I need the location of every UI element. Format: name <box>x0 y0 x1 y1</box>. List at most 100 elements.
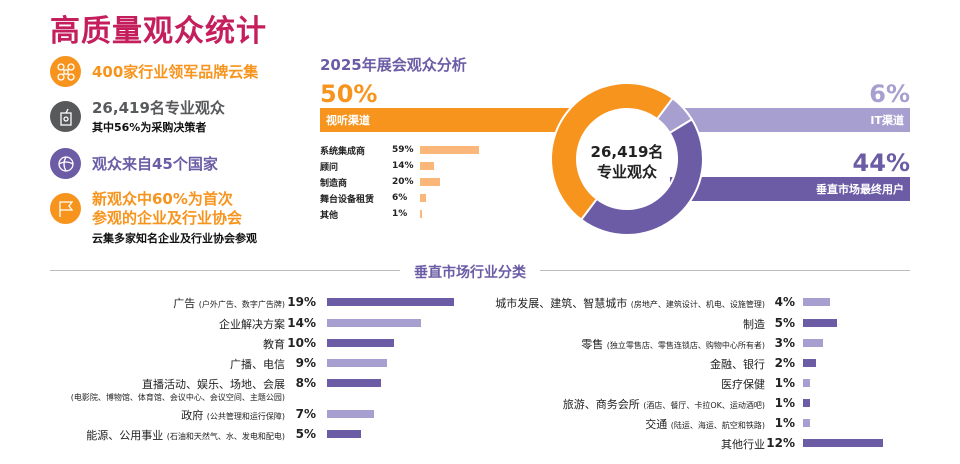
vertical-label-text: 政府 <box>181 409 204 422</box>
vertical-row-label: 零售 (独立零售店、零售连锁店、购物中心所有者) <box>325 336 765 352</box>
flag-icon <box>50 193 81 224</box>
vertical-row-bar <box>803 439 884 447</box>
vertical-row-pct: 1% <box>774 376 795 390</box>
vertical-label-text: 其他行业 <box>721 438 765 451</box>
vertical-section-title: 垂直市场行业分类 <box>400 262 540 282</box>
vertical-row-bar <box>803 298 830 306</box>
vertical-row-bar <box>803 339 824 347</box>
vertical-row-pct: 1% <box>774 396 795 410</box>
av-breakdown-row: 舞台设备租赁 6% <box>320 191 520 205</box>
vertical-row-label: 金融、银行 <box>325 356 765 372</box>
vertical-label-text: 金融、银行 <box>710 358 765 371</box>
donut-center-label: 专业观众 <box>596 163 657 181</box>
vertical-row-label: 其他行业 <box>325 436 765 452</box>
vertical-row-pct: 5% <box>295 427 316 441</box>
vertical-label-text: 零售 <box>581 338 604 351</box>
av-breakdown-bar <box>420 178 440 186</box>
av-breakdown-row: 其他 1% <box>320 207 520 221</box>
av-breakdown-label: 系统集成商 <box>320 146 366 157</box>
vertical-row-label: 直播活动、娱乐、场地、会展 <box>0 376 285 392</box>
vertical-channel-label: 垂直市场最终用户 <box>816 183 904 196</box>
vertical-row-pct: 9% <box>295 356 316 370</box>
it-channel-label: IT渠道 <box>870 114 904 127</box>
av-breakdown-row: 制造商 20% <box>320 175 520 189</box>
av-breakdown-row: 顾问 14% <box>320 159 520 173</box>
vertical-label-note: (石油和天然气、水、发电和配电) <box>166 432 285 441</box>
vertical-row-label: 交通 (陆运、海运、航空和铁路) <box>325 416 765 432</box>
av-breakdown-label: 舞台设备租赁 <box>320 194 375 205</box>
vertical-row-pct: 7% <box>295 407 316 421</box>
vertical-row-pct: 2% <box>774 356 795 370</box>
vertical-label-text: 医疗保健 <box>721 378 765 391</box>
vertical-row-label: 能源、公用事业 (石油和天然气、水、发电和配电) <box>0 427 285 443</box>
it-channel-band: IT渠道 <box>670 108 910 132</box>
audience-donut-chart <box>550 82 704 236</box>
highlight-visitors-sub: 其中56%为采购决策者 <box>92 121 207 134</box>
vertical-label-note: (独立零售店、零售连锁店、购物中心所有者) <box>606 341 765 350</box>
vertical-row-label: 城市发展、建筑、智慧城市 (房地产、建筑设计、机电、设施管理) <box>325 295 765 311</box>
vertical-label-text: 交通 <box>645 418 668 431</box>
vertical-label-note: (电影院、博物馆、体育馆、会议中心、会议空间、主题公园) <box>70 393 285 402</box>
vertical-row-bar <box>803 419 810 427</box>
page-title: 高质量观众统计 <box>50 14 267 49</box>
av-breakdown-pct: 14% <box>392 161 414 171</box>
vertical-row-pct: 12% <box>766 436 795 450</box>
av-breakdown-row: 系统集成商 59% <box>320 143 520 157</box>
vertical-row-label: 旅游、商务会所 (酒店、餐厅、卡拉OK、运动酒吧) <box>325 396 765 412</box>
vertical-row-label: 教育 <box>0 336 285 352</box>
vertical-channel-band: 垂直市场最终用户 <box>670 177 910 201</box>
av-channel-pct: 50% <box>320 80 378 108</box>
vertical-row-pct: 3% <box>774 336 795 350</box>
av-breakdown-pct: 6% <box>392 193 408 203</box>
highlight-countries: 观众来自45个国家 <box>92 155 218 173</box>
vertical-label-text: 能源、公用事业 <box>86 429 164 442</box>
it-channel-pct: 6% <box>869 80 910 108</box>
vertical-row-pct: 14% <box>287 316 316 330</box>
vertical-row-bar <box>327 359 388 367</box>
av-breakdown-bar <box>420 146 479 154</box>
vertical-label-text: 广播、电信 <box>230 358 285 371</box>
vertical-row-pct: 1% <box>774 416 795 430</box>
vertical-row-bar <box>803 399 810 407</box>
highlight-visitors: 26,419名专业观众 <box>92 99 225 117</box>
av-channel-band: 视听渠道 <box>320 108 570 132</box>
vertical-row-label: 企业解决方案 <box>0 316 285 332</box>
vertical-label-text: 广告 <box>173 297 196 310</box>
vertical-row-label: 广播、电信 <box>0 356 285 372</box>
donut-slice-0 <box>550 82 675 222</box>
av-channel-label: 视听渠道 <box>326 114 370 127</box>
vertical-label-text: 教育 <box>263 338 285 351</box>
vertical-label-note: (户外广告、数字广告牌) <box>198 300 285 309</box>
vertical-label-text: 旅游、商务会所 <box>562 398 640 411</box>
vertical-row-bar <box>803 359 817 367</box>
vertical-row-bar <box>327 379 381 387</box>
vertical-row-bar <box>327 410 374 418</box>
vertical-label-text: 制造 <box>743 318 765 331</box>
vertical-label-note: (陆运、海运、航空和铁路) <box>670 421 765 430</box>
vertical-channel-pct: 44% <box>852 149 910 177</box>
highlight-brands: 400家行业领军品牌云集 <box>92 63 259 81</box>
vertical-row-bar <box>327 430 361 438</box>
donut-center: 26,419名 专业观众 <box>577 142 677 182</box>
vertical-row-bar <box>327 319 421 327</box>
vertical-row-bar <box>327 339 394 347</box>
highlight-new-visitors-sub: 云集多家知名企业及行业协会参观 <box>92 232 257 245</box>
drone-icon <box>50 56 81 87</box>
globe-icon <box>50 148 81 179</box>
av-breakdown-label: 制造商 <box>320 178 348 189</box>
vertical-label-note: (酒店、餐厅、卡拉OK、运动酒吧) <box>643 401 765 410</box>
highlight-new-visitors: 新观众中60%为首次 <box>92 190 233 208</box>
vertical-row-pct: 10% <box>287 336 316 350</box>
vertical-row-bar <box>327 298 455 306</box>
vertical-row-pct: 19% <box>287 295 316 309</box>
av-breakdown-bar <box>420 162 434 170</box>
av-breakdown-pct: 59% <box>392 145 414 155</box>
vertical-label-note: (房地产、建筑设计、机电、设施管理) <box>630 300 765 309</box>
highlight-new-visitors-line2: 参观的企业及行业协会 <box>92 209 243 227</box>
vertical-row-label: 医疗保健 <box>325 376 765 392</box>
vertical-label-text: 企业解决方案 <box>219 318 285 331</box>
vertical-row-label: 政府 (公共管理和运行保障) <box>0 407 285 423</box>
av-breakdown-label: 顾问 <box>320 162 339 173</box>
vertical-row-label: 制造 <box>325 316 765 332</box>
vertical-label-text: 直播活动、娱乐、场地、会展 <box>142 378 285 391</box>
